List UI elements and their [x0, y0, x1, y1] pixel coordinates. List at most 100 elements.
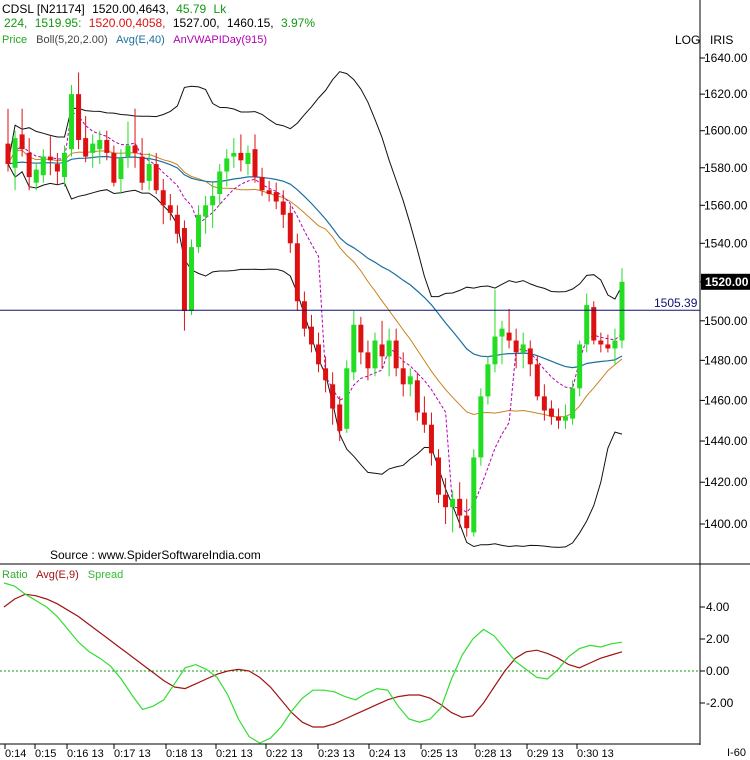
price-tick-label: 1620.00: [704, 87, 748, 101]
candle-down: [238, 152, 244, 161]
ema-40-line: [7, 155, 623, 369]
candle-up: [146, 164, 152, 181]
candle-down: [273, 192, 279, 202]
candle-down: [76, 94, 82, 140]
candle-up: [40, 156, 46, 176]
candle-down: [26, 152, 32, 178]
candle-up: [33, 169, 39, 183]
candle-down: [47, 156, 53, 161]
candle-up: [61, 152, 67, 178]
time-tick-label: 0:25 13: [421, 748, 458, 760]
candle-down: [160, 190, 166, 206]
current-price-badge-text: 1520.00: [705, 275, 749, 289]
time-tick-label: 0:14: [5, 748, 26, 760]
candle-up: [619, 281, 625, 341]
candle-up: [563, 416, 569, 421]
candle-down: [393, 340, 399, 369]
log-toggle[interactable]: LOG: [675, 33, 700, 47]
candle-up: [450, 498, 456, 508]
candle-down: [541, 396, 547, 411]
time-axis: 0:14 0:15 0:16 13 0:17 13 0:18 13 0:21 13 0:22…: [4, 744, 614, 760]
time-tick-label: 0:24 13: [369, 748, 406, 760]
candle-down: [104, 139, 110, 153]
price-tick-label: 1420.00: [704, 475, 748, 489]
current-price-badge: [701, 273, 750, 290]
candle-down: [457, 498, 463, 516]
candle-up: [118, 158, 124, 179]
price-tick-label: 1560.00: [704, 198, 748, 212]
candle-down: [301, 301, 307, 329]
candle-up: [224, 158, 230, 172]
candle-down: [436, 457, 442, 495]
source-text: Source : www.SpiderSoftwareIndia.com: [50, 548, 261, 562]
candle-down: [83, 138, 89, 157]
candle-up: [344, 368, 350, 429]
candle-up: [351, 324, 357, 373]
candle-down: [167, 205, 173, 213]
candle-down: [259, 177, 265, 191]
candle-down: [428, 424, 434, 454]
price-axis: 1400.00 1420.00 1440.00 1460.00 1480.00 1500.…: [700, 51, 748, 531]
avg-ema-9-line: [3, 593, 623, 728]
price-tick-label: 1600.00: [704, 124, 748, 138]
ratio-tick-label: -2.00: [706, 696, 734, 710]
candle-down: [174, 214, 180, 234]
candle-down: [54, 164, 60, 172]
corner-label: I-60: [727, 747, 746, 759]
candle-down: [506, 332, 512, 341]
candle-up: [520, 344, 526, 353]
candle-down: [181, 228, 187, 312]
candle-up: [386, 340, 392, 357]
ratio-tick-label: 2.00: [706, 632, 730, 646]
candle-down: [513, 340, 519, 353]
candle-up: [372, 340, 378, 369]
candle-up: [612, 340, 618, 349]
candle-down: [252, 149, 258, 178]
candle-down: [323, 368, 329, 381]
candle-down: [464, 515, 470, 529]
ratio-tick-label: 4.00: [706, 600, 730, 614]
candle-up: [471, 457, 477, 533]
candle-up: [478, 396, 484, 458]
price-tick-label: 1400.00: [704, 517, 748, 531]
candle-up: [492, 336, 498, 365]
candle-down: [280, 201, 286, 215]
candle-down: [330, 384, 336, 409]
candle-down: [287, 212, 293, 244]
candle-up: [217, 171, 223, 194]
candle-up: [245, 152, 251, 165]
candle-down: [548, 408, 554, 417]
candle-down: [5, 143, 11, 165]
time-tick-label: 0:17 13: [114, 748, 151, 760]
candle-down: [308, 326, 314, 345]
iris-toggle[interactable]: IRIS: [710, 33, 733, 47]
vwap-line: [7, 110, 623, 513]
candle-up: [210, 195, 216, 206]
indicator-legend: Price Boll(5,20,2.00) Avg(E,40) AnVWAPID…: [2, 34, 267, 46]
candle-down: [132, 145, 138, 153]
candle-down: [358, 324, 364, 353]
price-tick-label: 1640.00: [704, 51, 748, 65]
price-tick-label: 1580.00: [704, 161, 748, 175]
price-tick-label: 1440.00: [704, 434, 748, 448]
ratio-axis: -2.00 0.00 2.00 4.00: [0, 600, 734, 710]
candles: [5, 72, 625, 537]
price-tick-label: 1460.00: [704, 393, 748, 407]
time-tick-label: 0:15: [35, 748, 56, 760]
candle-down: [139, 156, 145, 183]
candle-down: [400, 368, 406, 385]
candle-up: [577, 344, 583, 389]
candle-down: [316, 344, 322, 365]
bollinger-lower: [7, 163, 623, 548]
candle-down: [414, 380, 420, 413]
time-tick-label: 0:28 13: [475, 748, 512, 760]
candle-down: [19, 134, 25, 150]
candle-down: [153, 164, 159, 191]
candle-up: [203, 205, 209, 217]
time-tick-label: 0:23 13: [318, 748, 355, 760]
candle-down: [534, 364, 540, 397]
ratio-lines: [3, 582, 623, 744]
time-tick-label: 0:21 13: [216, 748, 253, 760]
